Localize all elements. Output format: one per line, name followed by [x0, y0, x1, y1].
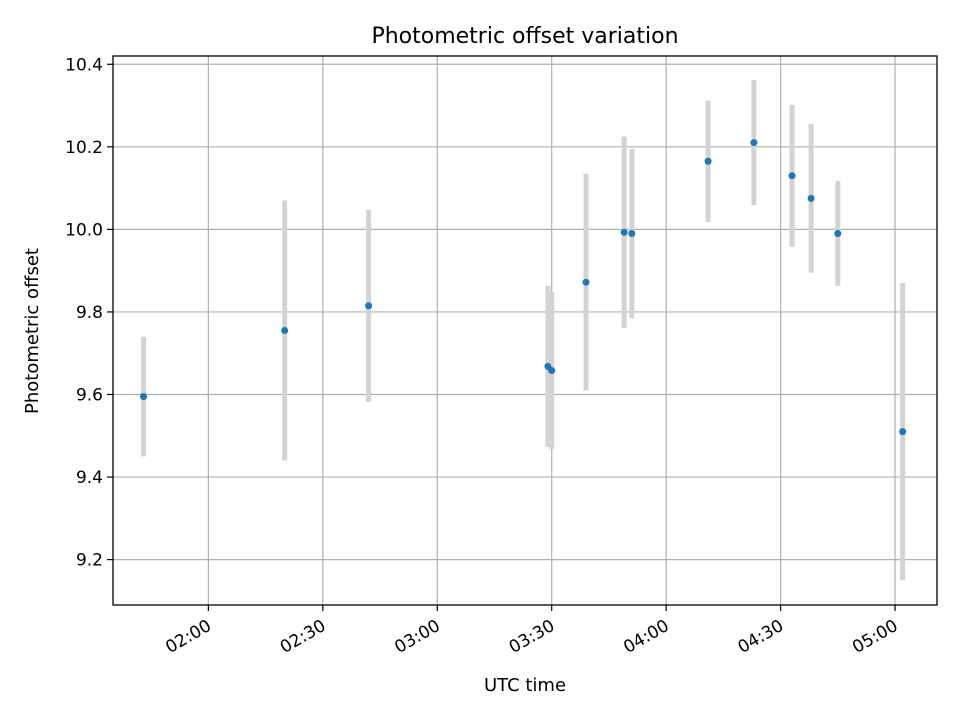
- y-tick-label: 9.8: [76, 303, 103, 323]
- data-point: [788, 172, 796, 180]
- y-tick-label: 10.4: [65, 55, 103, 75]
- data-point: [281, 327, 289, 334]
- data-point: [582, 278, 590, 286]
- x-axis-label: UTC time: [484, 675, 566, 696]
- y-tick-label: 9.6: [76, 385, 103, 405]
- y-axis-label: Photometric offset: [22, 248, 43, 414]
- data-points: [140, 139, 907, 436]
- data-point: [365, 302, 373, 310]
- y-tick-label: 9.2: [76, 551, 103, 571]
- data-point: [750, 139, 758, 147]
- y-tick-label: 9.4: [76, 468, 103, 488]
- data-point: [140, 393, 148, 401]
- plot-frame: [112, 55, 938, 606]
- data-point: [899, 428, 907, 436]
- data-point: [620, 228, 628, 236]
- data-point: [628, 229, 636, 237]
- data-point: [834, 229, 842, 237]
- y-tick-label: 10.0: [65, 220, 103, 240]
- data-point: [704, 157, 712, 165]
- data-point: [548, 367, 556, 375]
- y-tick-label: 10.2: [65, 138, 103, 158]
- data-point: [807, 194, 815, 202]
- chart-title: Photometric offset variation: [371, 24, 678, 49]
- grid: [113, 56, 937, 605]
- y-axis-ticks: 9.2 9.4 9.6 9.8 10.0 10.2 10.4: [65, 55, 113, 571]
